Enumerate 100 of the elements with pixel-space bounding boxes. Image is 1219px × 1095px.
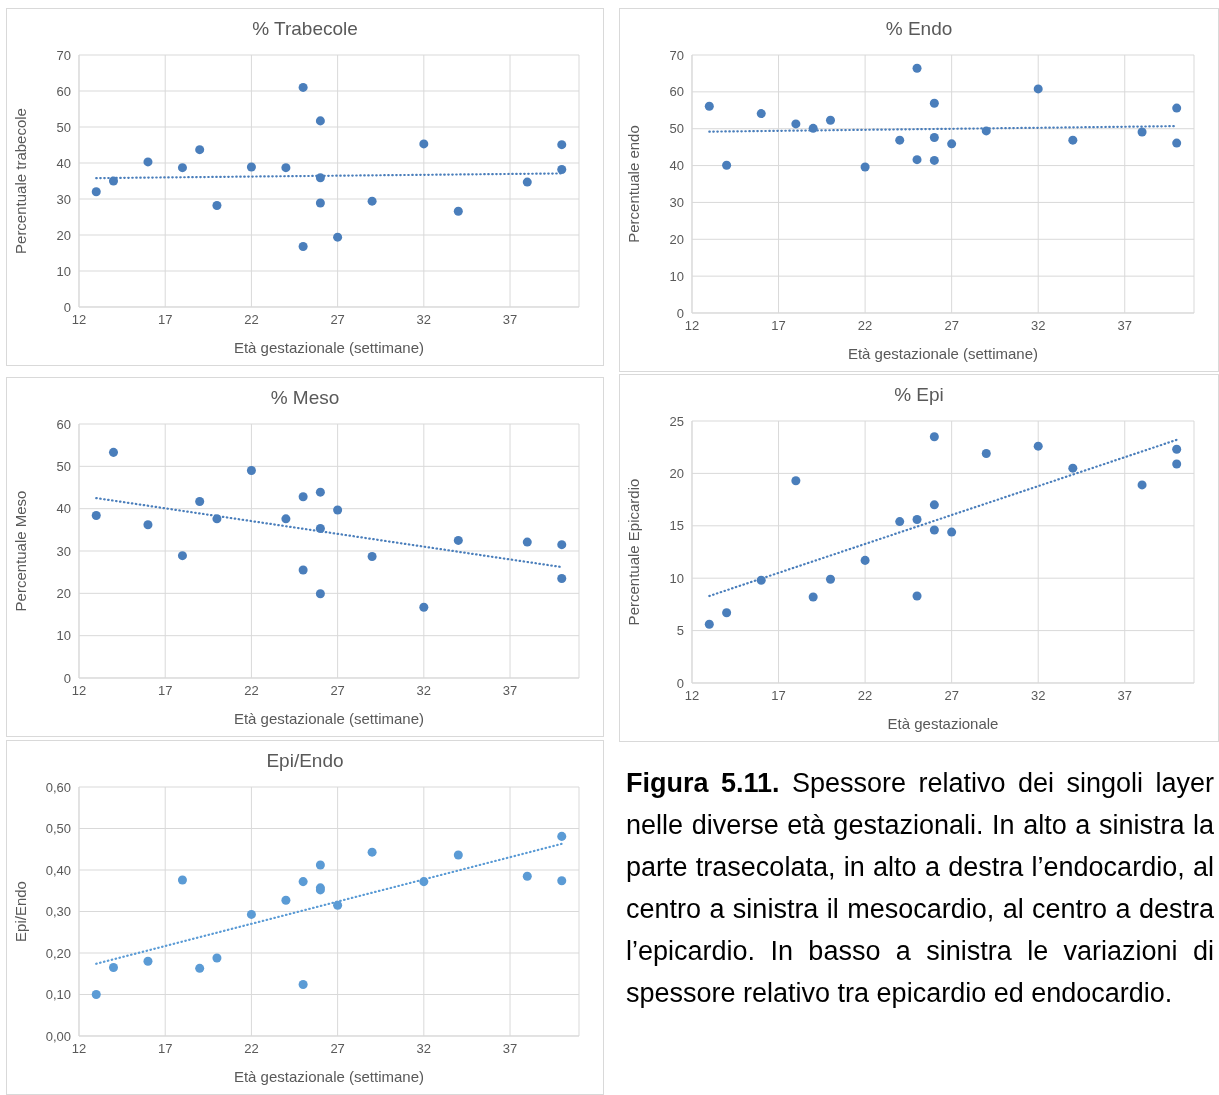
y-tick-label: 60 [56,416,71,432]
chart-title: Epi/Endo [265,749,345,773]
x-tick-label: 12 [684,318,700,334]
y-tick-label: 30 [669,195,684,211]
y-tick-label: 0,10 [45,987,71,1003]
x-tick-label: 37 [502,312,518,328]
point [557,164,567,174]
point [298,565,308,575]
x-axis-title: Età gestazionale [887,715,999,732]
point [522,871,532,881]
y-tick-label: 10 [56,628,71,644]
point [108,447,118,457]
point [367,196,377,206]
x-tick-label: 27 [944,318,959,334]
y-tick-label: 0,40 [45,862,71,878]
point [298,492,308,502]
point [177,551,187,561]
y-tick-label: 50 [669,121,684,137]
y-tick-label: 20 [56,227,71,243]
y-tick-label: 20 [56,585,71,601]
point [315,524,325,534]
point [947,139,957,149]
x-tick-label: 17 [771,318,786,334]
point [246,466,256,476]
y-axis-title: Percentuale Epicardio [625,478,643,626]
point [212,200,222,210]
y-axis-title: Percentuale trabecole [12,108,30,254]
point [825,574,835,584]
point [333,232,343,242]
point [912,591,922,601]
point [195,963,205,973]
point [315,116,325,126]
point [298,980,308,990]
point [333,900,343,910]
point [929,98,939,108]
y-tick-label: 70 [669,47,684,63]
point [1033,84,1043,94]
point [246,162,256,172]
point [367,847,377,857]
point [929,155,939,165]
point [912,63,922,73]
y-tick-label: 70 [56,47,71,63]
point [808,123,818,133]
y-tick-label: 30 [56,191,71,207]
point [419,877,429,887]
point [1172,103,1182,113]
point [298,82,308,92]
point [315,487,325,497]
point [419,602,429,612]
x-tick-label: 27 [330,312,345,328]
point [929,133,939,143]
chart-title: % Trabecole [251,17,359,41]
point [557,140,567,150]
point [704,101,714,111]
y-tick-label: 60 [669,84,684,100]
point [281,163,291,173]
point [557,574,567,584]
text: Figura 5.11. [626,768,780,798]
y-tick-label: 10 [56,263,71,279]
y-tick-label: 50 [56,458,71,474]
point [453,850,463,860]
point [1172,138,1182,148]
point [91,510,101,520]
y-tick-label: 20 [669,231,684,247]
y-tick-label: 10 [669,268,684,284]
y-tick-label: 0 [676,675,684,691]
chart-title: % Meso [269,386,341,410]
x-tick-label: 12 [684,688,700,704]
point [367,552,377,562]
y-tick-label: 0 [676,305,684,321]
y-tick-label: 20 [669,466,684,482]
point [333,505,343,515]
y-tick-label: 60 [56,83,71,99]
x-tick-label: 22 [244,683,259,699]
y-tick-label: 25 [669,413,684,429]
x-tick-label: 32 [416,312,432,328]
point [143,956,153,966]
chart-title: % Endo [884,17,954,41]
y-axis-title: Percentuale Meso [12,490,30,612]
point [522,177,532,187]
x-tick-label: 32 [1030,318,1046,334]
x-axis-title: Età gestazionale (settimane) [233,1068,425,1085]
y-tick-label: 10 [669,570,684,586]
point [281,514,291,524]
point [315,198,325,208]
point [947,527,957,537]
x-tick-label: 17 [157,1041,173,1057]
point [895,517,905,527]
x-tick-label: 32 [416,1041,432,1057]
point [419,139,429,149]
x-tick-label: 37 [502,683,518,699]
x-tick-label: 12 [71,683,87,699]
y-tick-label: 0 [63,670,71,686]
point [298,877,308,887]
point [929,525,939,535]
point [1172,459,1182,469]
point [895,135,905,145]
point [195,496,205,506]
point [195,145,205,155]
point [315,589,325,599]
